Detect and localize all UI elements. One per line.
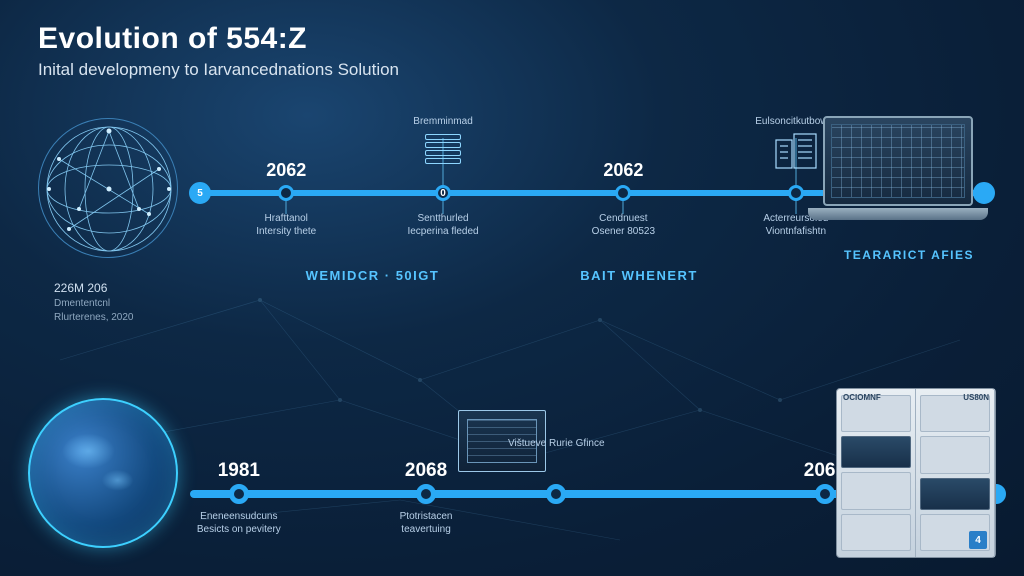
timeline-label-bottom: CendnuestOsener 80523	[592, 212, 655, 238]
laptop-graphic	[808, 116, 988, 236]
timeline-year: 2068	[405, 460, 447, 482]
timeline-node	[229, 484, 249, 504]
cabinet-brand-left: OCIOMNF	[843, 393, 881, 402]
timeline-node	[278, 185, 294, 201]
timeline-label-top: Bremminmad	[413, 116, 472, 127]
timeline-node: 0	[435, 185, 451, 201]
page-subtitle: Inital developmeny to Iarvancednations S…	[38, 60, 399, 80]
timeline-node: 5	[189, 182, 211, 204]
timeline-year: 2062	[266, 160, 306, 181]
timeline-year: 2062	[603, 160, 643, 181]
timeline-label-bottom: EneneensudcunsBesicts on pevitery	[197, 510, 281, 536]
sphere-caption: 226M 206 Dmententcnl Rlurterenes, 2020	[54, 280, 134, 325]
timeline-node	[815, 484, 835, 504]
globe-graphic	[28, 398, 178, 548]
timeline-year: 1981	[218, 460, 260, 482]
timeline-node	[615, 185, 631, 201]
caption-line1: 226M 206	[54, 280, 134, 297]
timeline-label-bottom: Ptotristacenteavertuing	[400, 510, 453, 536]
header: Evolution of 554:Z Inital developmeny to…	[38, 22, 399, 80]
timeline-node	[788, 185, 804, 201]
cabinet-badge: 4	[969, 531, 987, 549]
timeline-node	[416, 484, 436, 504]
timeline-label-bottom: SentthurledIecperina fleded	[407, 212, 478, 238]
timeline-label-top: Vištueve Rurie Gfince	[508, 438, 605, 449]
cabinet-brand-right: US80N	[963, 393, 989, 402]
caption-line2: Dmententcnl	[54, 297, 134, 311]
timeline-node	[546, 484, 566, 504]
chip-icon	[425, 134, 461, 164]
server-cabinet-graphic: OCIOMNF US80N 4	[836, 388, 996, 558]
page-title: Evolution of 554:Z	[38, 22, 399, 56]
mesh-sphere-graphic	[38, 118, 178, 258]
section-label: WEMIDCR · 50IGT	[306, 268, 440, 283]
caption-line3: Rlurterenes, 2020	[54, 311, 134, 325]
laptop-label: TEARARICT AFIES	[844, 248, 974, 262]
section-label: BAIT WHENERT	[580, 268, 698, 283]
timeline-label-bottom: HrafttanolIntersity thete	[256, 212, 316, 238]
